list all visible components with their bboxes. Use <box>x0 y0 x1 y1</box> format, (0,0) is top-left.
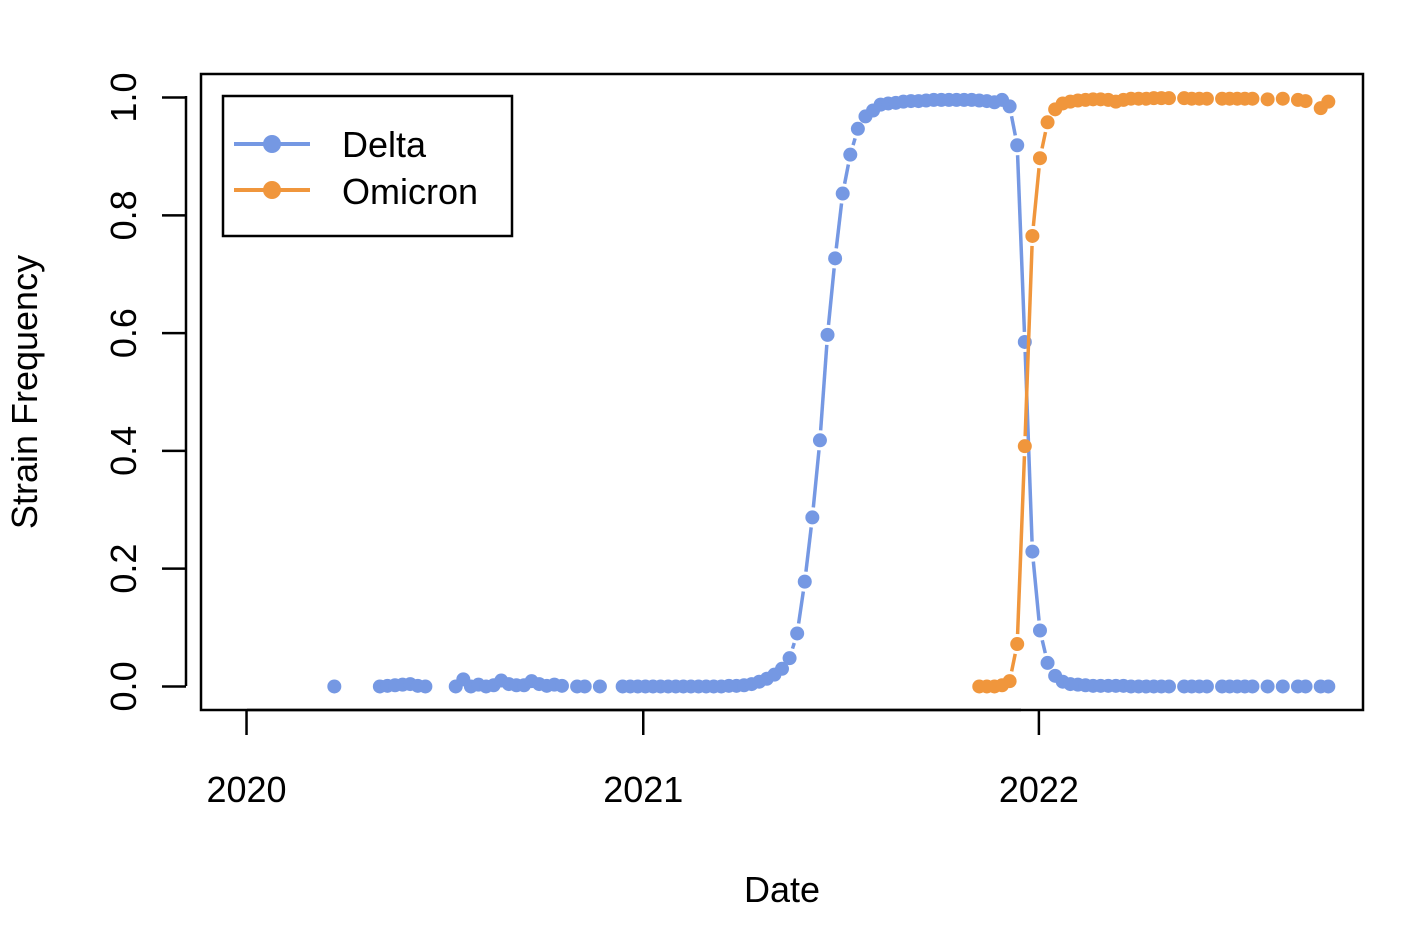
delta-point <box>327 679 342 694</box>
delta-point <box>554 678 569 693</box>
delta-point <box>835 186 850 201</box>
delta-segment <box>804 527 813 572</box>
x-axis: 2020 2021 2022 <box>206 708 1079 810</box>
delta-segment <box>818 344 829 431</box>
delta-point <box>1260 679 1275 694</box>
x-tick-label-2020: 2020 <box>206 769 286 810</box>
delta-point <box>1321 679 1336 694</box>
delta-point <box>1010 138 1025 153</box>
legend-label-omicron: Omicron <box>342 171 478 212</box>
delta-point <box>1298 679 1313 694</box>
omicron-segment <box>1015 456 1027 635</box>
delta-point <box>828 251 843 266</box>
delta-point <box>790 626 805 641</box>
y-axis-title: Strain Frequency <box>4 255 45 529</box>
omicron-point <box>1017 439 1032 454</box>
series-delta <box>327 92 1336 694</box>
omicron-point <box>1275 91 1290 106</box>
delta-segment <box>1031 561 1041 621</box>
legend-item-delta: Delta <box>234 124 427 165</box>
y-tick-label-0.4: 0.4 <box>103 426 144 476</box>
legend-item-omicron: Omicron <box>234 171 478 212</box>
delta-segment <box>834 203 844 249</box>
y-tick-label-0.6: 0.6 <box>103 308 144 358</box>
x-tick-label-2022: 2022 <box>999 769 1079 810</box>
legend-box <box>221 94 514 238</box>
series-layer <box>327 91 1336 694</box>
y-axis: 0.0 0.2 0.4 0.6 0.8 1.0 <box>103 73 188 711</box>
y-tick-label-0.0: 0.0 <box>103 661 144 711</box>
delta-point <box>782 651 797 666</box>
delta-segment <box>811 450 821 508</box>
delta-point <box>1275 679 1290 694</box>
delta-point <box>592 679 607 694</box>
delta-point <box>775 661 789 676</box>
delta-segment <box>842 164 851 185</box>
delta-segment <box>1015 155 1027 333</box>
omicron-point <box>1260 92 1275 107</box>
omicron-point <box>1010 637 1025 652</box>
omicron-point <box>1040 115 1055 130</box>
delta-point <box>1245 679 1260 694</box>
y-tick-label-1.0: 1.0 <box>103 73 144 123</box>
delta-segment <box>1009 115 1018 136</box>
omicron-point <box>1245 91 1260 106</box>
delta-point <box>1040 655 1055 670</box>
legend-marker-delta <box>263 135 281 153</box>
legend: Delta Omicron <box>221 94 514 238</box>
omicron-segment <box>1009 653 1017 672</box>
omicron-point <box>1321 94 1336 109</box>
delta-segment <box>1040 639 1047 654</box>
delta-segment <box>796 591 806 624</box>
omicron-point <box>1199 91 1214 106</box>
legend-marker-omicron <box>263 181 281 199</box>
omicron-point <box>1002 674 1017 689</box>
delta-point <box>850 121 865 136</box>
delta-point <box>1199 679 1214 694</box>
delta-point <box>1002 99 1017 114</box>
delta-segment <box>851 137 857 146</box>
omicron-point <box>1298 94 1313 109</box>
delta-point <box>1025 544 1040 559</box>
delta-point <box>1161 679 1176 694</box>
omicron-point <box>1025 228 1040 243</box>
delta-point <box>843 147 858 162</box>
omicron-segment <box>1023 245 1034 437</box>
delta-point <box>820 327 835 342</box>
delta-point <box>1032 623 1047 638</box>
x-axis-title: Date <box>744 869 820 910</box>
series-omicron <box>972 91 1336 694</box>
y-tick-label-0.8: 0.8 <box>103 190 144 240</box>
delta-segment <box>790 642 796 650</box>
y-tick-label-0.2: 0.2 <box>103 544 144 594</box>
delta-segment <box>826 268 836 326</box>
x-tick-label-2021: 2021 <box>603 769 683 810</box>
delta-point <box>812 433 827 448</box>
omicron-segment <box>1040 131 1048 149</box>
delta-point <box>805 510 820 525</box>
delta-point <box>797 574 812 589</box>
delta-point <box>418 679 433 694</box>
omicron-segment <box>1031 167 1041 227</box>
omicron-point <box>1161 91 1176 106</box>
delta-point <box>577 679 592 694</box>
omicron-point <box>1032 151 1047 166</box>
legend-label-delta: Delta <box>342 124 427 165</box>
